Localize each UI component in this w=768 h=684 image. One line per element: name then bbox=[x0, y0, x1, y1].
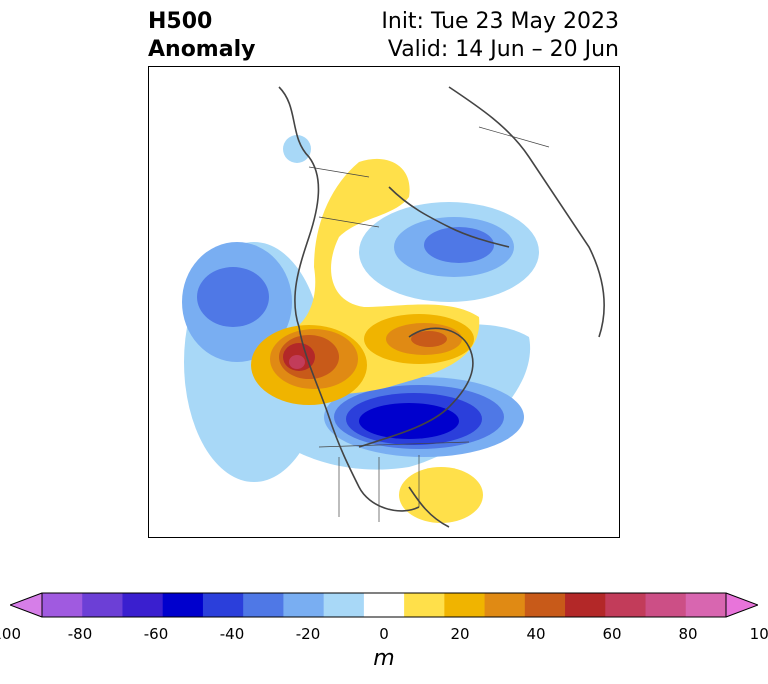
neg-anomaly-canada-core bbox=[359, 403, 459, 439]
border-states bbox=[338, 455, 420, 522]
field-subtitle: Anomaly bbox=[148, 37, 256, 62]
neg-anomaly-arctic-core bbox=[424, 227, 494, 263]
colorbar-boxes bbox=[42, 593, 727, 617]
colorbar-box bbox=[605, 593, 647, 617]
colorbar-frame bbox=[41, 592, 727, 618]
coast-florida bbox=[408, 486, 450, 528]
colorbar-tick-label: -60 bbox=[143, 625, 169, 643]
colorbar-box bbox=[202, 593, 244, 617]
borders bbox=[308, 126, 550, 522]
colorbar-tick-label: 0 bbox=[379, 625, 389, 643]
coastlines bbox=[278, 86, 605, 528]
neg-anomaly-small bbox=[283, 135, 311, 163]
colorbar-box bbox=[565, 593, 606, 617]
colorbar-box bbox=[42, 593, 83, 617]
colorbar-box bbox=[243, 593, 284, 617]
pos-anomaly-arctic-core bbox=[411, 331, 447, 347]
anomaly-shading bbox=[182, 135, 539, 523]
pos-anomaly-southeast bbox=[399, 467, 483, 523]
colorbar-box bbox=[685, 593, 727, 617]
coast-arctic bbox=[388, 186, 510, 248]
coast-eurasia bbox=[448, 86, 605, 338]
coast-west-na bbox=[278, 86, 420, 512]
colorbar-box bbox=[323, 593, 365, 617]
colorbar-box bbox=[444, 593, 486, 617]
colorbar-box bbox=[122, 593, 164, 617]
valid-range: Valid: 14 Jun – 20 Jun bbox=[387, 37, 619, 62]
field-name: H500 bbox=[148, 9, 213, 34]
colorbar-tick-label: -40 bbox=[219, 625, 245, 643]
colorbar-tick-label: 100 bbox=[749, 625, 768, 643]
map-title: H500 Anomaly bbox=[148, 8, 255, 64]
colorbar-tick-label: -20 bbox=[295, 625, 321, 643]
colorbar-box bbox=[162, 593, 204, 617]
coast-hudson bbox=[358, 327, 474, 448]
colorbar-unit: m bbox=[373, 646, 395, 671]
colorbar-left-outline bbox=[10, 592, 43, 618]
border-us-canada bbox=[318, 441, 470, 448]
date-info: Init: Tue 23 May 2023 Valid: 14 Jun – 20… bbox=[381, 8, 619, 64]
anomaly-map bbox=[148, 66, 620, 538]
colorbar-box bbox=[645, 593, 687, 617]
colorbar-tick-label: 40 bbox=[526, 625, 546, 643]
neg-anomaly-pacific-core bbox=[197, 267, 269, 327]
colorbar-tick-label: 60 bbox=[602, 625, 622, 643]
colorbar-tick-label: -80 bbox=[67, 625, 93, 643]
colorbar-extend-high bbox=[726, 593, 758, 617]
map-svg bbox=[182, 86, 605, 528]
border-eurasia bbox=[308, 126, 550, 228]
pos-anomaly-ridge-peak bbox=[289, 355, 305, 369]
init-time: Init: Tue 23 May 2023 bbox=[381, 9, 619, 34]
colorbar-box bbox=[283, 593, 325, 617]
colorbar-right-outline bbox=[725, 592, 758, 618]
colorbar-extend-low bbox=[10, 593, 42, 617]
colorbar-box bbox=[484, 593, 526, 617]
colorbar-tick-label: 20 bbox=[450, 625, 470, 643]
colorbar-tick-label: 80 bbox=[678, 625, 698, 643]
colorbar-box bbox=[82, 593, 123, 617]
colorbar bbox=[10, 592, 758, 618]
colorbar-tick-label: -100 bbox=[0, 625, 22, 643]
colorbar-box bbox=[363, 593, 405, 617]
colorbar-box bbox=[404, 593, 445, 617]
colorbar-box bbox=[524, 593, 566, 617]
